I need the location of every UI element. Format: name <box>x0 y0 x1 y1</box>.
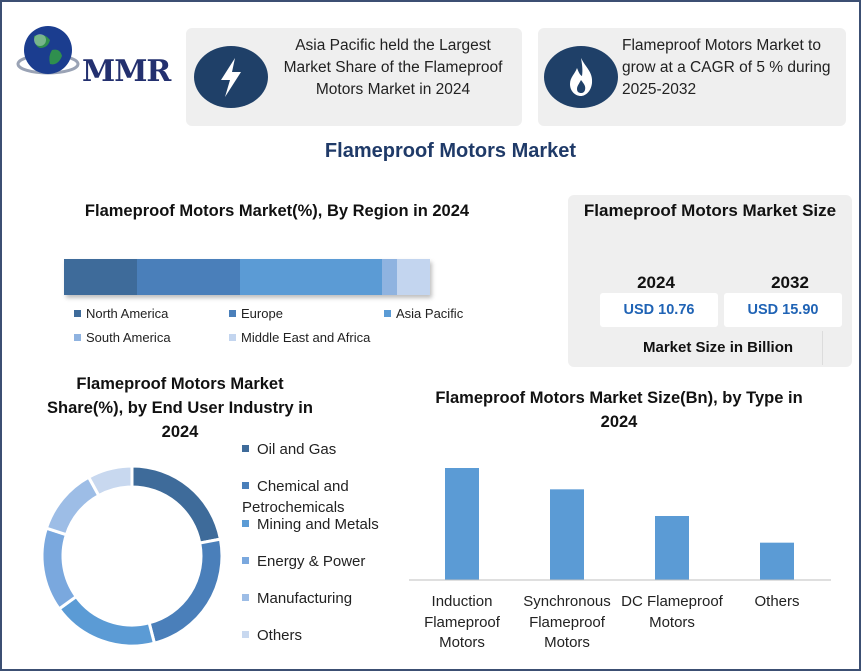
legend-label: Manufacturing <box>257 590 353 607</box>
donut-legend-item: Mining and Metals <box>242 514 402 535</box>
legend-swatch <box>242 594 249 601</box>
region-legend-item: South America <box>74 330 171 345</box>
legend-swatch <box>74 334 81 341</box>
legend-swatch <box>242 520 249 527</box>
year-2024-label: 2024 <box>637 273 675 292</box>
donut-slice-others <box>86 464 134 498</box>
legend-label: Oil and Gas <box>257 441 337 458</box>
value-2032-box: USD 15.90 <box>724 293 842 327</box>
region-segment-europe <box>137 259 240 295</box>
legend-swatch <box>229 334 236 341</box>
region-segment-asia-pacific <box>239 259 383 295</box>
type-bar-1 <box>445 468 479 580</box>
legend-swatch <box>384 310 391 317</box>
type-chart-title: Flameproof Motors Market Size(Bn), by Ty… <box>435 389 803 431</box>
legend-swatch <box>242 557 249 564</box>
donut-legend-item: Chemical and Petrochemicals <box>242 476 362 518</box>
flame-icon <box>570 58 593 96</box>
type-bar-2 <box>550 489 584 580</box>
donut-legend-item: Energy & Power <box>242 551 402 572</box>
region-segment-north-america <box>64 259 138 295</box>
x-tick-label: Induction Flameproof Motors <box>424 593 500 651</box>
donut-legend-item: Manufacturing <box>242 588 402 609</box>
legend-label: Middle East and Africa <box>241 330 371 345</box>
legend-label: Europe <box>241 306 283 321</box>
mmr-logo: MMR <box>16 20 176 89</box>
badge-flame <box>544 46 618 108</box>
legend-label: Energy & Power <box>257 553 366 570</box>
donut-chart-title: Flameproof Motors Market Share(%), by En… <box>47 375 313 441</box>
legend-label: South America <box>86 330 171 345</box>
donut-slice-energy-power <box>40 526 79 611</box>
type-bar-chart <box>409 468 831 581</box>
region-legend-item: North America <box>74 306 168 321</box>
legend-label: Asia Pacific <box>396 306 464 321</box>
donut-legend-item: Others <box>242 625 402 646</box>
donut-slice-manufacturing <box>44 475 101 537</box>
market-size-panel: Flameproof Motors Market Size 2024 2032 … <box>568 195 852 367</box>
legend-label: Others <box>257 627 303 644</box>
donut-legend-item: Oil and Gas <box>242 439 402 460</box>
x-tick-label: DC Flameproof Motors <box>621 593 723 631</box>
legend-swatch <box>74 310 81 317</box>
page-title: Flameproof Motors Market <box>324 140 577 162</box>
region-segment-middle-east-and-africa <box>397 259 430 295</box>
market-size-note: Market Size in Billion <box>614 331 823 365</box>
x-tick-label: Synchronous Flameproof Motors <box>523 593 611 651</box>
badge-lightning <box>194 46 268 108</box>
highlight-card-cagr: Flameproof Motors Market to grow at a CA… <box>538 28 846 126</box>
legend-label: Chemical and Petrochemicals <box>242 478 349 516</box>
region-chart-title: Flameproof Motors Market(%), By Region i… <box>84 202 470 220</box>
legend-swatch <box>229 310 236 317</box>
donut-slice-chemical-and-petrochemicals <box>147 537 224 645</box>
market-size-title: Flameproof Motors Market Size <box>583 201 837 220</box>
value-2024-box: USD 10.76 <box>600 293 718 327</box>
region-legend-item: Middle East and Africa <box>229 330 370 345</box>
region-stacked-bar <box>64 259 430 295</box>
legend-swatch <box>242 482 249 489</box>
region-legend-item: Europe <box>229 306 283 321</box>
legend-swatch <box>242 631 249 638</box>
donut-slice-mining-and-metals <box>57 594 157 648</box>
donut-slice-oil-and-gas <box>130 464 223 545</box>
type-bar-4 <box>760 542 794 580</box>
year-2032-label: 2032 <box>771 273 809 292</box>
legend-label: North America <box>86 306 169 321</box>
highlight-text-cagr: Flameproof Motors Market to grow at a CA… <box>622 37 831 98</box>
legend-label: Mining and Metals <box>257 516 379 533</box>
type-bar-3 <box>655 516 689 580</box>
highlight-card-region: Asia Pacific held the Largest Market Sha… <box>186 28 522 126</box>
region-segment-south-america <box>382 259 398 295</box>
highlight-text-region: Asia Pacific held the Largest Market Sha… <box>283 37 503 98</box>
logo-text: MMR <box>82 54 171 89</box>
x-tick-label: Others <box>754 593 800 610</box>
donut-chart <box>40 464 224 648</box>
lightning-icon <box>221 58 241 97</box>
region-legend-item: Asia Pacific <box>384 306 463 321</box>
legend-swatch <box>242 445 249 452</box>
globe-icon <box>16 26 80 75</box>
